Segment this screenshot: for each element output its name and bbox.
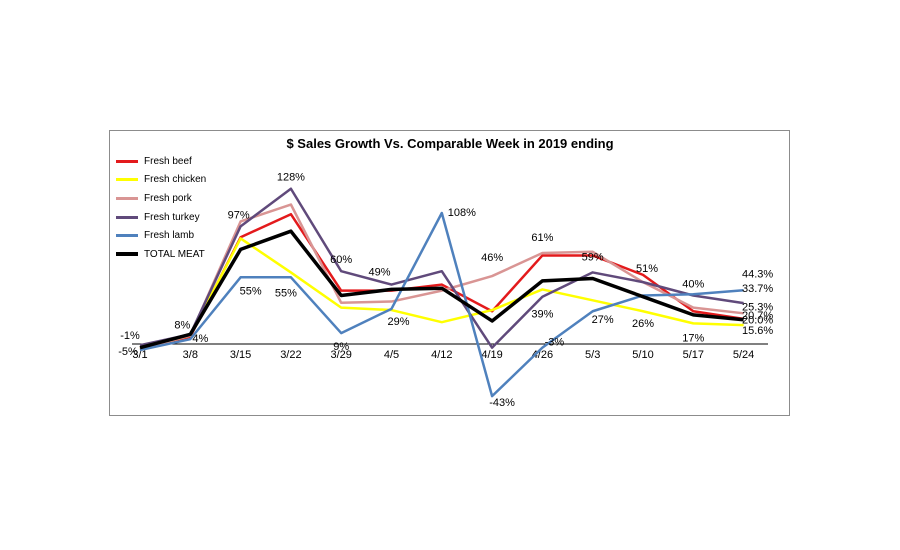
x-tick-label: 3/22 — [280, 349, 301, 361]
data-label: 40% — [682, 278, 704, 290]
data-label: 49% — [368, 267, 390, 279]
legend: Fresh beef Fresh chicken Fresh pork Fresh t… — [116, 152, 206, 264]
data-label: -43% — [489, 397, 515, 409]
data-label: 97% — [228, 209, 250, 221]
legend-swatch — [116, 196, 138, 200]
data-label: 15.6% — [742, 325, 773, 337]
x-tick-label: 5/3 — [585, 349, 600, 361]
series-line — [139, 229, 744, 350]
legend-item: Fresh turkey — [116, 208, 206, 227]
legend-item: Fresh beef — [116, 152, 206, 171]
x-tick-label: 3/8 — [183, 349, 198, 361]
data-label: 17% — [682, 332, 704, 344]
legend-item: Fresh lamb — [116, 226, 206, 245]
data-label: -1% — [120, 330, 140, 342]
data-label: -3% — [545, 337, 565, 349]
legend-item: TOTAL MEAT — [116, 245, 206, 264]
legend-label: Fresh pork — [144, 192, 192, 204]
x-tick-label: 4/19 — [481, 349, 502, 361]
data-label: 55% — [275, 287, 297, 299]
x-tick-label: 5/17 — [683, 349, 704, 361]
legend-swatch — [116, 252, 138, 257]
data-label: 61% — [531, 232, 553, 244]
data-label: 4% — [192, 333, 208, 345]
x-tick-label: 3/15 — [230, 349, 251, 361]
data-label: 55% — [240, 285, 262, 297]
data-label: 60% — [330, 254, 352, 266]
legend-item: Fresh pork — [116, 189, 206, 208]
data-label: 59% — [582, 251, 604, 263]
x-tick-label: 4/5 — [384, 349, 399, 361]
data-label: 20.0% — [742, 315, 773, 327]
data-label: 39% — [531, 309, 553, 321]
data-label: 46% — [481, 252, 503, 264]
legend-label: Fresh lamb — [144, 230, 195, 242]
chart-title: $ Sales Growth Vs. Comparable Week in 20… — [286, 136, 614, 151]
data-label: 44.3% — [742, 268, 773, 280]
legend-label: TOTAL MEAT — [144, 248, 205, 260]
data-label: 9% — [333, 341, 349, 353]
x-tick-label: 5/24 — [733, 349, 754, 361]
data-label: 29% — [387, 316, 409, 328]
series-line — [139, 187, 744, 349]
data-label: 8% — [174, 319, 190, 331]
data-label: 51% — [636, 263, 658, 275]
legend-label: Fresh turkey — [144, 211, 200, 223]
legend-item: Fresh chicken — [116, 171, 206, 190]
data-label: 128% — [277, 172, 305, 184]
legend-swatch — [116, 178, 138, 182]
legend-label: Fresh chicken — [144, 174, 207, 186]
legend-label: Fresh beef — [144, 155, 192, 167]
data-label: 27% — [592, 314, 614, 326]
x-tick-label: 5/10 — [632, 349, 653, 361]
x-tick-label: 4/12 — [431, 349, 452, 361]
data-label: 108% — [448, 207, 476, 219]
legend-swatch — [116, 215, 138, 219]
data-label: 20.7% — [742, 310, 773, 322]
series-line — [139, 237, 744, 351]
x-tick-label: 3/1 — [132, 349, 147, 361]
data-label: 33.7% — [742, 283, 773, 295]
x-tick-label: 3/29 — [330, 349, 351, 361]
series-line — [139, 211, 744, 398]
legend-swatch — [116, 234, 138, 238]
data-label: -5% — [118, 346, 138, 358]
legend-swatch — [116, 159, 138, 163]
data-label: 26% — [632, 318, 654, 330]
data-label: 25.3% — [742, 301, 773, 313]
